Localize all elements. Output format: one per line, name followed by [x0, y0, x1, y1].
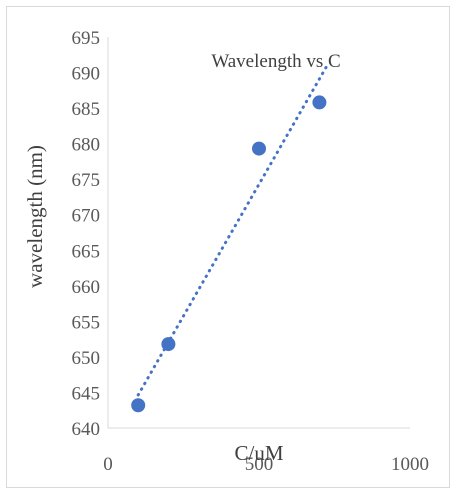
data-point	[252, 141, 266, 156]
y-tick-label: 665	[72, 241, 101, 262]
y-axis-ticks: 640 645 650 655 660 665 670 675 680 685 690 695	[72, 28, 101, 440]
y-tick-label: 695	[72, 28, 101, 49]
y-tick-label: 685	[72, 99, 101, 120]
data-points	[131, 95, 327, 413]
y-tick-label: 660	[72, 277, 101, 298]
y-tick-label: 640	[72, 419, 101, 440]
x-axis-ticks: 0 500 1000	[103, 454, 429, 475]
data-point	[312, 95, 327, 110]
data-point	[161, 337, 176, 352]
y-tick-label: 670	[72, 206, 101, 227]
chart-title: Wavelength vs C	[211, 51, 340, 72]
y-axis-title: wavelength (nm)	[23, 145, 47, 288]
data-point	[131, 398, 146, 413]
chart-frame	[6, 6, 450, 488]
x-tick-label: 1000	[391, 454, 429, 475]
x-axis-title: C/uM	[234, 441, 283, 465]
y-tick-label: 680	[72, 135, 101, 156]
x-tick-label: 500	[245, 454, 274, 475]
x-tick-label: 0	[103, 454, 113, 475]
y-tick-label: 655	[72, 312, 101, 333]
y-tick-label: 690	[72, 64, 101, 85]
y-tick-label: 650	[72, 348, 101, 369]
y-tick-label: 645	[72, 383, 101, 404]
y-tick-label: 675	[72, 170, 101, 191]
